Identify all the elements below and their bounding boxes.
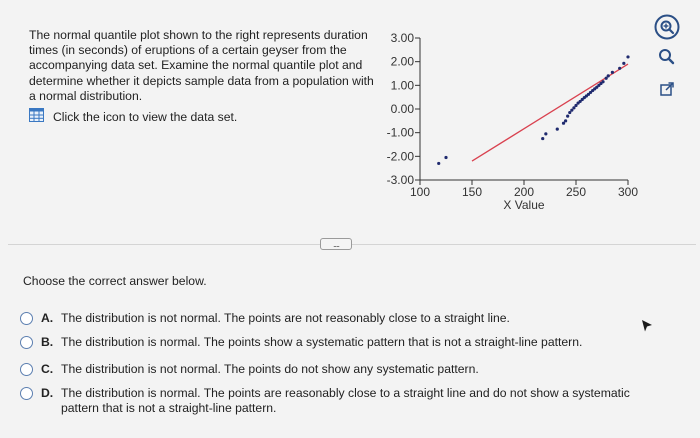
question-text: The normal quantile plot shown to the ri… <box>29 28 374 103</box>
x-tick-label: 250 <box>566 185 586 199</box>
x-tick-label: 200 <box>514 185 534 199</box>
option-c-letter: C. <box>41 362 54 376</box>
data-point <box>606 74 610 78</box>
y-tick-label: 2.00 <box>391 55 415 69</box>
reference-line <box>471 63 629 162</box>
option-b-letter: B. <box>41 335 54 349</box>
data-points <box>437 55 630 166</box>
section-divider <box>8 244 696 245</box>
option-b-text: The distribution is normal. The points s… <box>61 335 583 349</box>
y-tick-label: -3.00 <box>387 173 415 187</box>
option-a-radio[interactable] <box>20 312 33 325</box>
data-point <box>572 106 576 110</box>
option-d-text: The distribution is normal. The points a… <box>61 386 630 415</box>
y-tick-label: -2.00 <box>387 149 415 163</box>
view-data-set-link[interactable]: Click the icon to view the data set. <box>29 108 237 125</box>
option-d[interactable]: D. The distribution is normal. The point… <box>20 386 661 416</box>
option-a-letter: A. <box>41 311 54 325</box>
x-tick-label: 150 <box>462 185 482 199</box>
option-c-text: The distribution is not normal. The poin… <box>61 362 479 376</box>
option-a-text: The distribution is not normal. The poin… <box>61 311 510 325</box>
x-axis-label: X Value <box>503 198 544 212</box>
data-point <box>597 83 601 87</box>
data-point <box>574 103 578 108</box>
data-point <box>570 108 574 112</box>
data-point <box>561 121 566 125</box>
y-tick-label: -1.00 <box>387 126 415 140</box>
option-a[interactable]: A. The distribution is not normal. The p… <box>20 311 661 326</box>
data-point <box>610 70 615 74</box>
data-point <box>555 127 559 131</box>
option-b[interactable]: B. The distribution is normal. The point… <box>20 335 661 350</box>
data-point <box>601 80 605 84</box>
answer-prompt: Choose the correct answer below. <box>23 274 207 288</box>
data-point <box>604 76 608 80</box>
option-b-radio[interactable] <box>20 336 33 349</box>
data-table-icon[interactable] <box>29 108 44 125</box>
data-point <box>595 85 599 89</box>
data-point <box>568 110 572 115</box>
data-point <box>618 66 622 70</box>
data-point <box>444 155 448 160</box>
search-icon[interactable] <box>654 44 680 70</box>
data-point <box>626 55 630 59</box>
option-c-radio[interactable] <box>20 363 33 376</box>
data-point <box>544 132 548 136</box>
option-d-letter: D. <box>41 386 54 400</box>
data-point <box>586 92 591 96</box>
external-link-icon[interactable] <box>654 76 680 102</box>
data-point <box>566 114 570 118</box>
data-point <box>541 136 545 141</box>
data-point <box>578 99 582 104</box>
option-d-radio[interactable] <box>20 387 33 400</box>
x-tick-label: 100 <box>410 185 430 199</box>
y-tick-label: 1.00 <box>391 78 415 92</box>
y-tick-label: 3.00 <box>391 31 415 45</box>
y-tick-label: 0.00 <box>391 102 415 116</box>
option-c[interactable]: C. The distribution is not normal. The p… <box>20 362 661 377</box>
expand-more-button[interactable]: .... <box>320 238 352 250</box>
x-tick-label: 300 <box>618 185 638 199</box>
zoom-in-icon[interactable] <box>654 14 680 40</box>
data-point <box>622 61 626 65</box>
data-point <box>588 90 593 95</box>
data-point <box>580 97 584 102</box>
view-data-set-label[interactable]: Click the icon to view the data set. <box>53 109 238 124</box>
pointer-cursor-icon <box>641 319 653 338</box>
data-point <box>437 161 441 166</box>
data-point <box>564 119 568 123</box>
